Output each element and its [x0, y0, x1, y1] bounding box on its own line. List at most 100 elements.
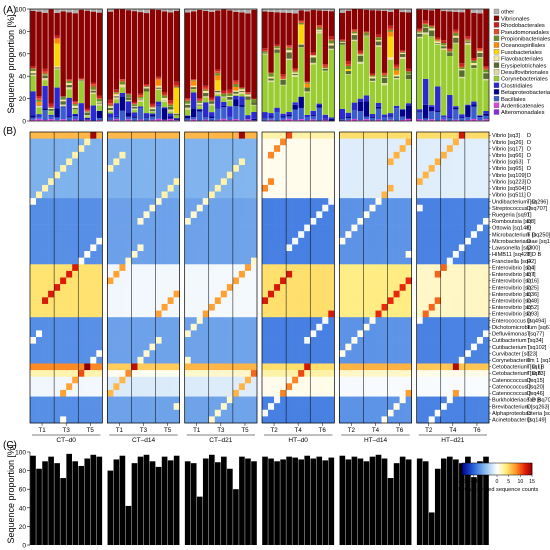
heatmap-cell [304, 383, 311, 391]
heatmap-cell [339, 211, 346, 219]
heatmap-cell [464, 416, 472, 424]
stacked-bar-segment [310, 119, 316, 121]
stacked-bar-segment [66, 89, 72, 98]
stacked-bar-segment [131, 11, 138, 102]
heatmap-cell [113, 363, 120, 371]
stacked-bar-segment [233, 106, 239, 120]
stacked-bar-segment [239, 9, 245, 13]
heatmap-cell [416, 343, 423, 351]
row-label: HIMB11 [sq428] [492, 252, 532, 258]
heatmap-cell [84, 270, 91, 278]
heatmap-cell [363, 151, 370, 159]
stacked-bar-segment [375, 108, 382, 120]
heatmap-cell [375, 284, 382, 292]
stacked-bar-segment [119, 79, 126, 82]
heatmap-cell [387, 317, 394, 325]
heatmap-cell [184, 323, 191, 331]
heatmap-cell [36, 198, 43, 206]
heatmap-cell [226, 350, 234, 358]
stacked-bar-segment [239, 91, 245, 94]
heatmap-cell [328, 231, 335, 239]
heatmap-cell [220, 363, 228, 371]
heatmap-cell [190, 403, 198, 411]
heatmap-cell [393, 310, 400, 318]
stacked-bar-segment [167, 106, 174, 110]
heatmap-cell [262, 257, 269, 265]
heatmap-cell [125, 145, 132, 153]
heatmap-cell [184, 237, 191, 245]
heatmap-cell [131, 343, 138, 351]
heatmap-cell [470, 389, 478, 397]
stacked-bar-segment [381, 9, 388, 11]
stacked-bar-segment [197, 106, 203, 110]
stacked-bar-segment [416, 112, 423, 120]
heatmap-cell [54, 396, 61, 404]
heatmap-cell [36, 383, 43, 391]
heatmap-cell [316, 138, 323, 146]
heatmap-cell [387, 231, 394, 239]
stacked-bar-segment [203, 85, 209, 88]
heatmap-cell [316, 284, 323, 292]
stacked-bar-segment [173, 118, 180, 119]
heatmap-cell [322, 330, 329, 338]
heatmap-cell [339, 151, 346, 159]
heatmap-cell [482, 403, 490, 411]
row-label: Vibrio [sq26] [492, 140, 523, 146]
heatmap-cell [84, 284, 91, 292]
stacked-bar-segment [143, 88, 150, 92]
heatmap-cell [416, 297, 423, 305]
stacked-bar-segment [465, 104, 471, 106]
heatmap-cell [357, 264, 364, 272]
colorbar-step [516, 463, 519, 475]
heatmap-cell [155, 356, 162, 364]
heatmap-cell [422, 158, 430, 166]
heatmap-cell [464, 231, 472, 239]
heatmap-cell [434, 323, 442, 331]
group-label: HT–d14 [364, 437, 388, 444]
heatmap-cell [84, 370, 91, 378]
heatmap-cell [161, 284, 168, 292]
stacked-bar-segment [351, 102, 358, 111]
heatmap-cell [369, 370, 376, 378]
stacked-bar-segment [167, 109, 174, 112]
heatmap-cell [48, 145, 55, 153]
stacked-bar-segment [387, 119, 394, 121]
heatmap-cell [48, 403, 55, 411]
stacked-bar-segment [233, 9, 239, 13]
heatmap-cell [316, 343, 323, 351]
heatmap-cell [274, 396, 281, 404]
heatmap-cell [357, 171, 364, 179]
heatmap-cell [464, 389, 472, 397]
stacked-bar-segment [143, 86, 150, 88]
heatmap-cell [72, 310, 79, 318]
heatmap-cell [292, 165, 299, 172]
panel-a-group-frame [29, 8, 103, 122]
heatmap-cell [446, 350, 454, 358]
stacked-bar-segment [477, 117, 483, 121]
heatmap-cell [36, 204, 43, 212]
heatmap-cell [298, 138, 305, 146]
heatmap-cell [399, 376, 406, 384]
heatmap-cell [131, 350, 138, 358]
heatmap-cell [286, 138, 293, 146]
heatmap-cell [387, 178, 394, 186]
heatmap-cell [274, 204, 281, 212]
heatmap-cell [173, 403, 180, 411]
heatmap-cell [78, 284, 85, 292]
heatmap-cell [464, 403, 472, 411]
stacked-bar-segment [339, 44, 346, 109]
heatmap-cell [202, 370, 210, 378]
stacked-bar-segment [422, 118, 429, 121]
heatmap-cell [84, 303, 91, 311]
heatmap-cell [351, 132, 358, 139]
heatmap-cell [446, 330, 454, 338]
stacked-bar-segment [393, 9, 400, 65]
heatmap-cell [262, 383, 269, 391]
heatmap-cell [220, 383, 228, 391]
heatmap-cell [244, 376, 252, 384]
heatmap-cell [464, 270, 472, 278]
stacked-bar-segment [459, 118, 465, 121]
heatmap-cell [280, 145, 287, 153]
stacked-bar-segment [483, 113, 489, 116]
row-label: Lawsonella [sq300] [492, 246, 540, 252]
